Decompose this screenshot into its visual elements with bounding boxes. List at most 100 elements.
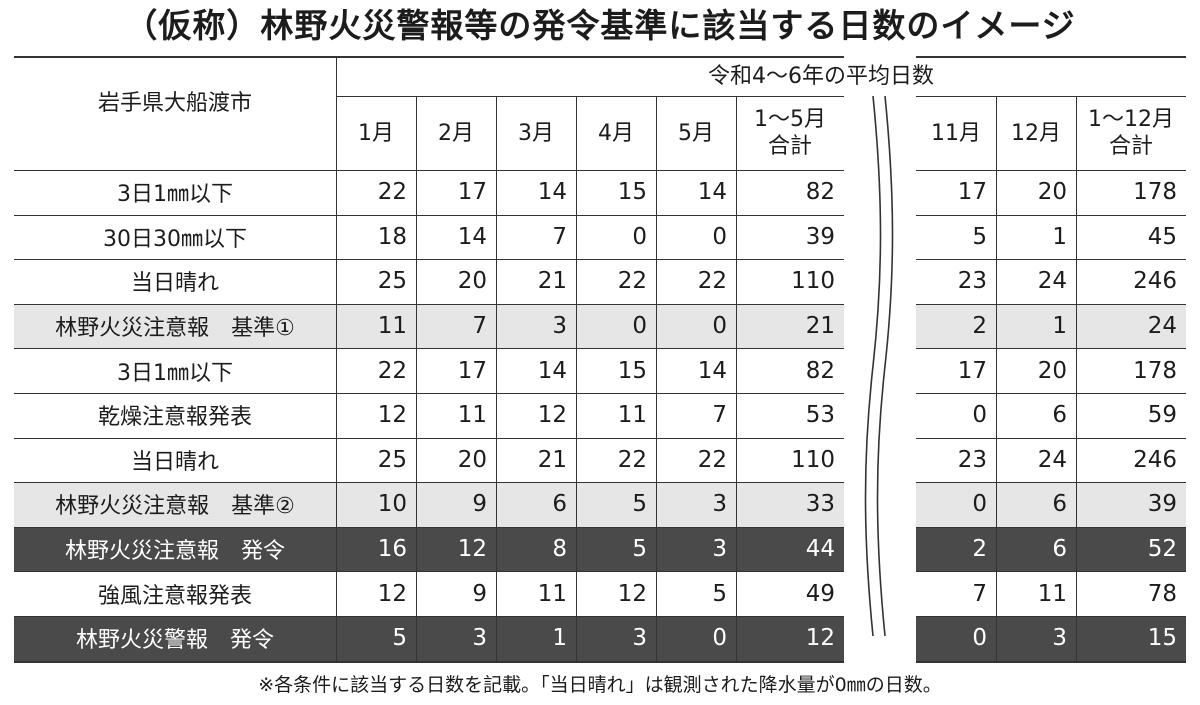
row-rule xyxy=(14,214,1186,216)
row-shade-left xyxy=(14,303,844,349)
value-cell: 15 xyxy=(1147,625,1177,652)
value-cell: 9 xyxy=(472,491,487,518)
value-cell: 10 xyxy=(377,491,407,518)
value-cell: 11 xyxy=(457,402,487,429)
value-cell: 82 xyxy=(805,179,835,206)
value-cell: 0 xyxy=(712,625,727,652)
value-cell: 25 xyxy=(377,446,407,473)
row-label: 30日30㎜以下 xyxy=(103,226,247,252)
value-cell: 24 xyxy=(1037,446,1067,473)
month-header: 1～12月 合計 xyxy=(1088,107,1174,159)
wave-line xyxy=(864,95,882,637)
row-label: 乾燥注意報発表 xyxy=(97,405,252,431)
table-top-rule xyxy=(14,56,1186,58)
row-rule xyxy=(14,660,1186,663)
month-header: 5月 xyxy=(678,120,714,146)
value-cell: 14 xyxy=(537,357,567,384)
value-cell: 20 xyxy=(457,446,487,473)
value-cell: 20 xyxy=(1037,179,1067,206)
value-cell: 0 xyxy=(632,313,647,340)
value-cell: 22 xyxy=(617,446,647,473)
value-cell: 21 xyxy=(537,268,567,295)
value-cell: 246 xyxy=(1133,268,1177,295)
col-rule xyxy=(416,96,417,661)
value-cell: 6 xyxy=(1052,402,1067,429)
row-rule xyxy=(14,526,1186,528)
value-cell: 44 xyxy=(805,536,835,563)
value-cell: 45 xyxy=(1147,223,1177,250)
row-shade-right xyxy=(916,482,1186,527)
corner-label: 岩手県大船渡市 xyxy=(97,90,252,116)
col-rule xyxy=(656,96,657,661)
value-cell: 8 xyxy=(552,536,567,563)
value-cell: 5 xyxy=(712,580,727,607)
value-cell: 3 xyxy=(472,625,487,652)
value-cell: 5 xyxy=(392,625,407,652)
value-cell: 20 xyxy=(1037,357,1067,384)
value-cell: 21 xyxy=(537,446,567,473)
month-header: 1～5月 合計 xyxy=(754,107,826,159)
value-cell: 5 xyxy=(632,536,647,563)
row-label: 林野火災注意報 発令 xyxy=(64,539,285,565)
value-cell: 14 xyxy=(457,223,487,250)
row-rule xyxy=(14,348,1186,350)
row-rule xyxy=(14,437,1186,439)
col-rule xyxy=(996,96,997,661)
value-cell: 12 xyxy=(805,625,835,652)
value-cell: 110 xyxy=(791,446,835,473)
value-cell: 178 xyxy=(1133,179,1177,206)
group-header: 令和4～6年の平均日数 xyxy=(708,63,934,89)
value-cell: 18 xyxy=(377,223,407,250)
row-label: 当日晴れ xyxy=(130,449,219,475)
row-rule xyxy=(14,303,1186,305)
value-cell: 22 xyxy=(697,446,727,473)
value-cell: 110 xyxy=(791,268,835,295)
col-rule xyxy=(336,56,337,661)
value-cell: 246 xyxy=(1133,446,1177,473)
col-rule xyxy=(496,96,497,661)
value-cell: 1 xyxy=(1052,223,1067,250)
value-cell: 39 xyxy=(1147,491,1177,518)
value-cell: 17 xyxy=(957,357,987,384)
value-cell: 20 xyxy=(457,268,487,295)
value-cell: 5 xyxy=(632,491,647,518)
value-cell: 6 xyxy=(1052,536,1067,563)
value-cell: 7 xyxy=(972,580,987,607)
row-rule xyxy=(14,393,1186,394)
value-cell: 6 xyxy=(1052,491,1067,518)
value-cell: 53 xyxy=(805,402,835,429)
value-cell: 24 xyxy=(1147,313,1177,340)
row-shade-right xyxy=(916,526,1186,572)
month-header: 2月 xyxy=(438,120,474,146)
group-header-underline xyxy=(336,96,844,97)
value-cell: 3 xyxy=(712,536,727,563)
value-cell: 3 xyxy=(712,491,727,518)
value-cell: 0 xyxy=(712,313,727,340)
value-cell: 1 xyxy=(552,625,567,652)
value-cell: 21 xyxy=(805,313,835,340)
row-label: 当日晴れ xyxy=(130,271,219,297)
row-label: 林野火災注意報 基準② xyxy=(55,494,295,520)
value-cell: 11 xyxy=(617,402,647,429)
row-rule xyxy=(14,482,1186,484)
row-rule xyxy=(14,571,1186,573)
col-rule xyxy=(576,96,577,661)
value-cell: 12 xyxy=(377,580,407,607)
value-cell: 2 xyxy=(972,313,987,340)
value-cell: 14 xyxy=(537,179,567,206)
value-cell: 12 xyxy=(457,536,487,563)
value-cell: 33 xyxy=(805,491,835,518)
value-cell: 23 xyxy=(957,268,987,295)
value-cell: 24 xyxy=(1037,268,1067,295)
value-cell: 3 xyxy=(632,625,647,652)
value-cell: 5 xyxy=(972,223,987,250)
column-break-wave xyxy=(844,56,916,668)
value-cell: 22 xyxy=(377,179,407,206)
value-cell: 52 xyxy=(1147,536,1177,563)
value-cell: 12 xyxy=(617,580,647,607)
value-cell: 0 xyxy=(712,223,727,250)
row-rule xyxy=(14,259,1186,261)
value-cell: 11 xyxy=(1037,580,1067,607)
value-cell: 11 xyxy=(537,580,567,607)
value-cell: 39 xyxy=(805,223,835,250)
